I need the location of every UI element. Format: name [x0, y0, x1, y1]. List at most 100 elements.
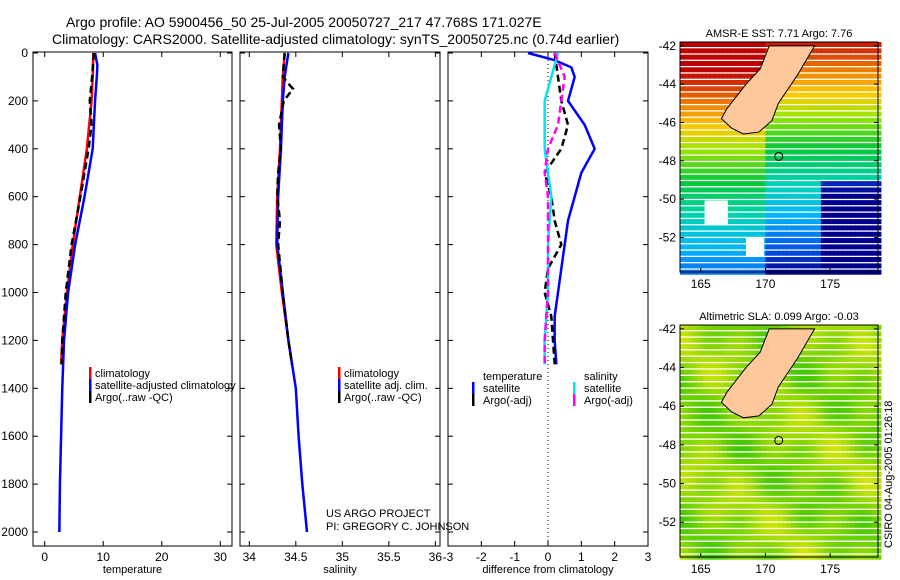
map-cell — [680, 250, 685, 256]
map-cell — [872, 388, 878, 394]
map-cell — [697, 117, 703, 123]
map-cell — [816, 225, 822, 231]
map-cell — [829, 548, 835, 554]
map-cell — [829, 92, 835, 98]
map-cell — [825, 497, 831, 503]
map-cell — [684, 363, 690, 369]
map-cell — [726, 535, 732, 541]
map-cell — [692, 331, 698, 337]
map-cell — [778, 484, 784, 490]
map-cell — [709, 231, 715, 237]
map-cell — [705, 388, 711, 394]
map-cell — [684, 452, 690, 458]
map-cell — [735, 369, 741, 375]
map-cell — [709, 471, 715, 477]
map-cell — [829, 231, 835, 237]
map-cell — [714, 187, 720, 193]
map-cell — [803, 86, 809, 92]
map-cell — [850, 98, 856, 104]
map-cell — [820, 529, 826, 535]
map-cell — [812, 541, 818, 547]
map-cell — [701, 510, 707, 516]
map-cell — [765, 155, 771, 161]
map-cell — [786, 433, 792, 439]
map-cell — [859, 439, 865, 445]
map-cell — [842, 395, 848, 401]
map-cell — [863, 149, 869, 155]
map-cell — [688, 439, 694, 445]
map-cell — [795, 79, 801, 85]
map-cell — [786, 244, 792, 250]
map-cell — [863, 407, 869, 413]
map-cell — [859, 174, 865, 180]
map-cell — [791, 522, 797, 528]
map-cell — [855, 548, 861, 554]
map-cell — [756, 54, 762, 60]
map-cell — [714, 376, 720, 382]
map-cell — [782, 427, 788, 433]
map-cell — [714, 86, 720, 92]
map-cell — [825, 86, 831, 92]
map-cell — [799, 174, 805, 180]
map-cell — [722, 60, 728, 66]
map-cell — [692, 54, 698, 60]
map-cell — [825, 238, 831, 244]
map-cell — [739, 231, 745, 237]
map-cell — [876, 452, 882, 458]
map-cell — [812, 162, 818, 168]
x-tick-label: 34.5 — [284, 550, 308, 564]
map-cell — [816, 471, 822, 477]
map-cell — [842, 181, 848, 187]
map-cell — [799, 356, 805, 362]
map-cell — [748, 212, 754, 218]
map-cell — [816, 263, 822, 269]
map-cell — [791, 433, 797, 439]
map-cell — [786, 263, 792, 269]
map-cell — [688, 54, 694, 60]
map-cell — [859, 212, 865, 218]
map-cell — [816, 529, 822, 535]
map-cell — [688, 162, 694, 168]
map-cell — [859, 193, 865, 199]
map-cell — [688, 376, 694, 382]
map-cell — [799, 497, 805, 503]
map-cell — [812, 98, 818, 104]
map-cell — [795, 497, 801, 503]
map-cell — [709, 420, 715, 426]
map-cell — [761, 130, 767, 136]
map-cell — [838, 225, 844, 231]
x-tick-label: -3 — [443, 550, 454, 564]
map-cell — [825, 548, 831, 554]
map-cell — [709, 427, 715, 433]
map-cell — [684, 149, 690, 155]
map-cell — [816, 250, 822, 256]
map-cell — [820, 54, 826, 60]
map-cell — [859, 522, 865, 528]
map-cell — [846, 363, 852, 369]
map-cell — [756, 471, 762, 477]
map-cell — [692, 92, 698, 98]
map-cell — [838, 356, 844, 362]
map-cell — [726, 136, 732, 142]
map-cell — [692, 541, 698, 547]
map-cell — [808, 535, 814, 541]
map-cell — [739, 200, 745, 206]
map-cell — [735, 490, 741, 496]
map-cell — [846, 548, 852, 554]
map-cell — [791, 257, 797, 263]
credit-project: US ARGO PROJECT — [326, 508, 431, 520]
map-cell — [714, 522, 720, 528]
map-cell — [863, 490, 869, 496]
map-cell — [782, 187, 788, 193]
map-cell — [748, 193, 754, 199]
map-cell — [722, 446, 728, 452]
map-cell — [773, 458, 779, 464]
map-cell — [838, 155, 844, 161]
map-cell — [812, 446, 818, 452]
map-cell — [803, 369, 809, 375]
map-cell — [846, 516, 852, 522]
map-cell — [756, 331, 762, 337]
map-cell — [812, 465, 818, 471]
map-cell — [803, 516, 809, 522]
map-cell — [846, 130, 852, 136]
